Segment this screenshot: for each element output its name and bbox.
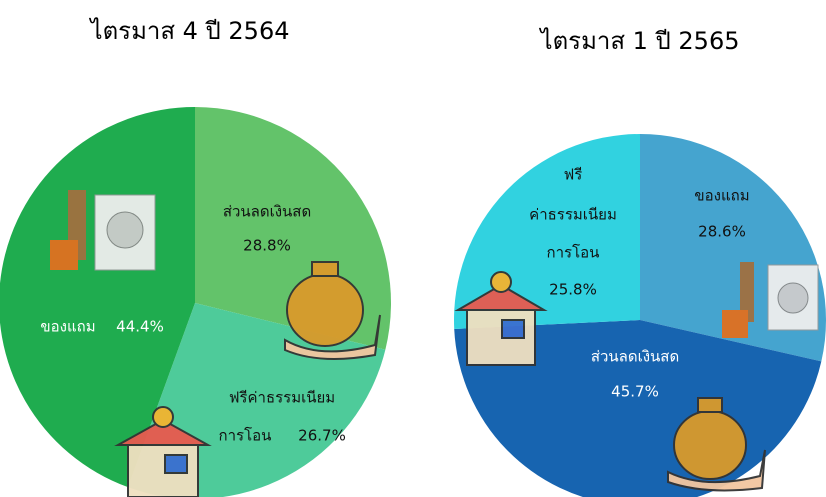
slice-label: ของแถม — [694, 187, 749, 205]
slice-label: การโอน — [547, 244, 600, 262]
chart-title: ไตรมาส 1 ปี 2565 — [539, 27, 740, 55]
value-label: 45.7% — [611, 383, 659, 401]
slice-label: ส่วนลดเงินสด — [591, 348, 679, 366]
value-label: 26.7% — [298, 427, 346, 445]
slice-label: ของแถม — [40, 318, 95, 336]
slice-label: ส่วนลดเงินสด — [223, 203, 311, 221]
slice-label: ฟรีค่าธรรมเนียม — [229, 389, 335, 407]
slice-label: การโอน — [219, 427, 272, 445]
value-label: 28.6% — [698, 223, 746, 241]
slice-label: ค่าธรรมเนียม — [529, 206, 617, 224]
chart-title: ไตรมาส 4 ปี 2564 — [89, 17, 290, 45]
value-label: 28.8% — [243, 237, 291, 255]
value-label: 25.8% — [549, 281, 597, 299]
slice-label: ฟรี — [564, 166, 583, 184]
value-label: 44.4% — [116, 318, 164, 336]
icons — [50, 190, 819, 497]
